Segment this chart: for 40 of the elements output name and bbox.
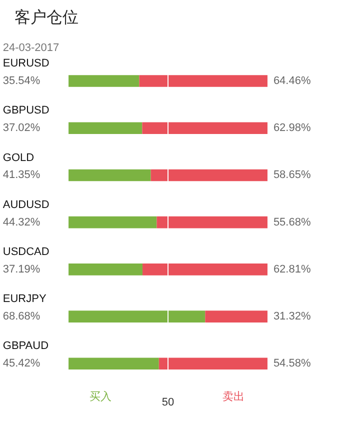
- bar: [68, 216, 157, 228]
- bar: [150, 169, 268, 182]
- data-label: 31.32%: [273, 310, 311, 323]
- bar: [142, 122, 268, 134]
- data-label: 68.68%: [2, 310, 40, 323]
- data-label: 45.42%: [2, 358, 40, 370]
- y-tick-label: GOLD: [2, 152, 34, 164]
- data-label: 62.81%: [273, 263, 311, 276]
- bar: [139, 75, 268, 87]
- y-tick-label: EURJPY: [2, 293, 47, 306]
- text: 24-03-2017: [2, 42, 60, 54]
- data-label: 35.54%: [2, 74, 40, 87]
- data-label: 54.58%: [273, 358, 311, 370]
- data-label: 44.32%: [2, 216, 40, 228]
- y-tick-label: USDCAD: [2, 246, 50, 258]
- bar: [68, 310, 206, 322]
- chart-title: 客户仓位: [14, 8, 78, 26]
- data-label: 62.98%: [273, 122, 311, 134]
- y-tick-label: GBPAUD: [2, 340, 49, 352]
- bar: [158, 358, 268, 370]
- series-label: 买入: [89, 390, 112, 404]
- data-label: 58.65%: [273, 169, 311, 182]
- series-label: 卖出: [222, 390, 245, 404]
- bar: [68, 264, 143, 276]
- bar: [142, 264, 268, 276]
- bar: [205, 310, 268, 322]
- bar: [68, 122, 142, 134]
- y-tick-label: GBPUSD: [2, 104, 50, 117]
- y-tick-label: AUDUSD: [2, 198, 50, 211]
- bar: [68, 358, 159, 370]
- x-tick-label: 50: [162, 396, 174, 408]
- data-label: 37.19%: [2, 263, 40, 276]
- bar: [68, 169, 151, 182]
- data-label: 55.68%: [273, 216, 311, 228]
- y-tick-label: EURUSD: [2, 58, 50, 70]
- bar: [156, 216, 268, 228]
- data-label: 37.02%: [2, 122, 40, 134]
- data-label: 64.46%: [273, 74, 311, 87]
- data-label: 41.35%: [2, 169, 40, 182]
- bar: [68, 75, 140, 87]
